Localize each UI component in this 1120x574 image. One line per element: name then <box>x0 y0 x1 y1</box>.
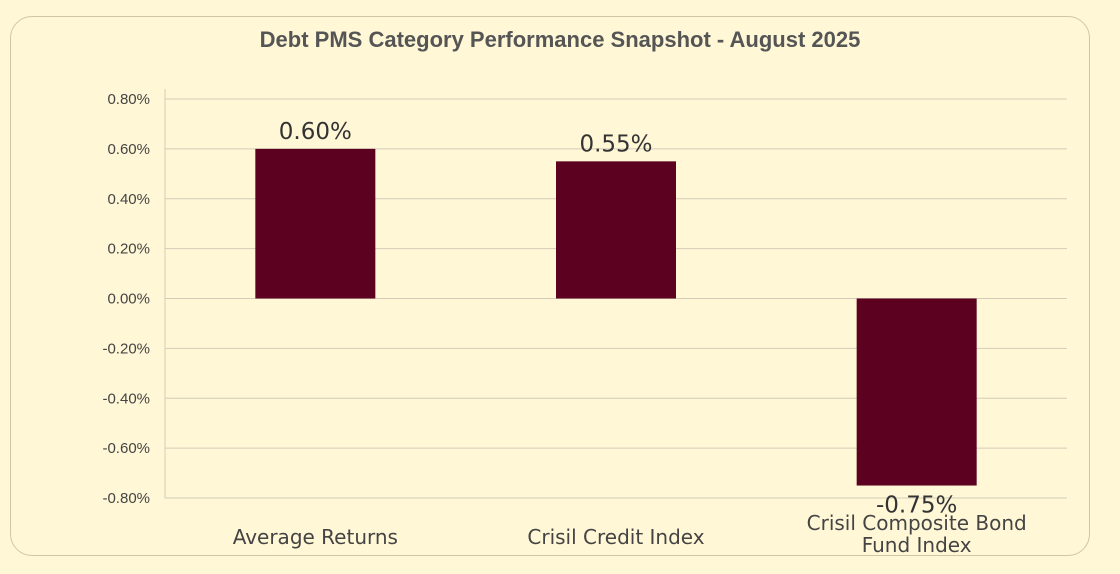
y-tick-label: 0.40% <box>107 191 150 208</box>
data-label: 0.55% <box>579 131 652 157</box>
x-category-label: Crisil Credit Index <box>527 525 704 549</box>
y-tick-label: -0.40% <box>102 390 150 407</box>
x-category-label: Crisil Composite Bond Fund Index <box>807 511 1027 557</box>
y-tick-label: -0.20% <box>102 340 150 357</box>
bar <box>856 298 977 486</box>
y-tick-label: 0.60% <box>107 141 150 158</box>
y-axis-ticks: 0.80% 0.60% 0.40% 0.20% 0.00% -0.20% -0.40% -0.… <box>102 91 150 507</box>
y-tick-label: 0.00% <box>107 291 150 308</box>
x-category-label: Average Returns <box>233 525 398 549</box>
bars <box>255 148 977 486</box>
y-tick-label: -0.80% <box>102 490 150 507</box>
bar <box>556 161 676 299</box>
data-label: 0.60% <box>279 119 352 145</box>
x-axis-categories: Average Returns Crisil Credit Index Crisil… <box>233 511 1027 557</box>
chart-title: Debt PMS Category Performance Snapshot -… <box>259 27 861 52</box>
data-label: -0.75% <box>876 493 957 519</box>
y-tick-label: -0.60% <box>102 440 150 457</box>
bar <box>255 148 376 299</box>
y-tick-label: 0.20% <box>107 241 150 258</box>
data-labels: 0.60% 0.55% -0.75% <box>279 119 958 519</box>
y-tick-label: 0.80% <box>107 91 150 108</box>
